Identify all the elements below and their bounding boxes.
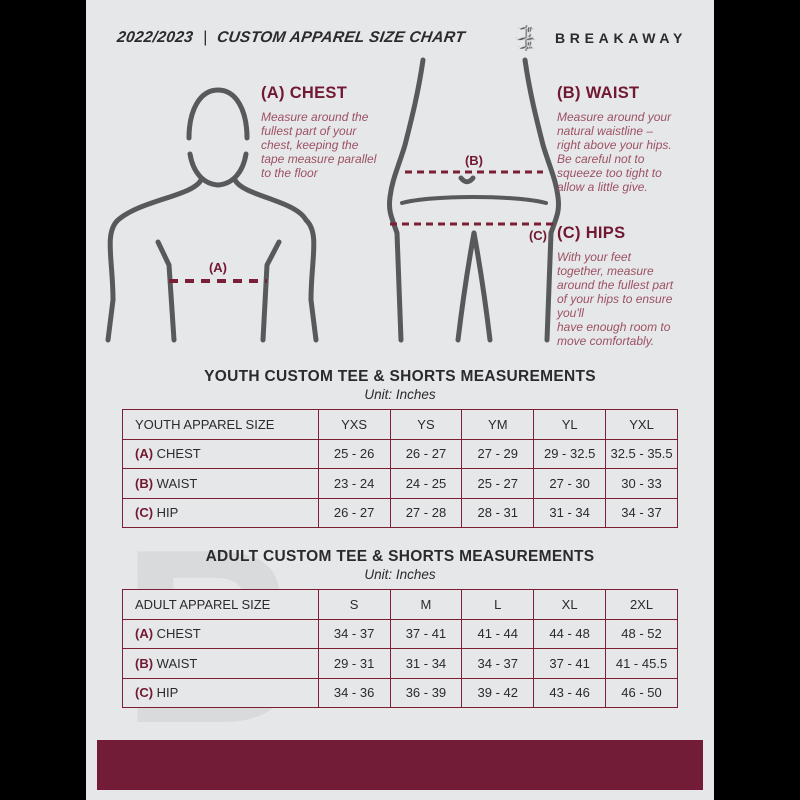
svg-text:(A): (A) [209,260,227,275]
svg-text:(B): (B) [465,153,483,168]
svg-text:(C): (C) [529,228,547,243]
